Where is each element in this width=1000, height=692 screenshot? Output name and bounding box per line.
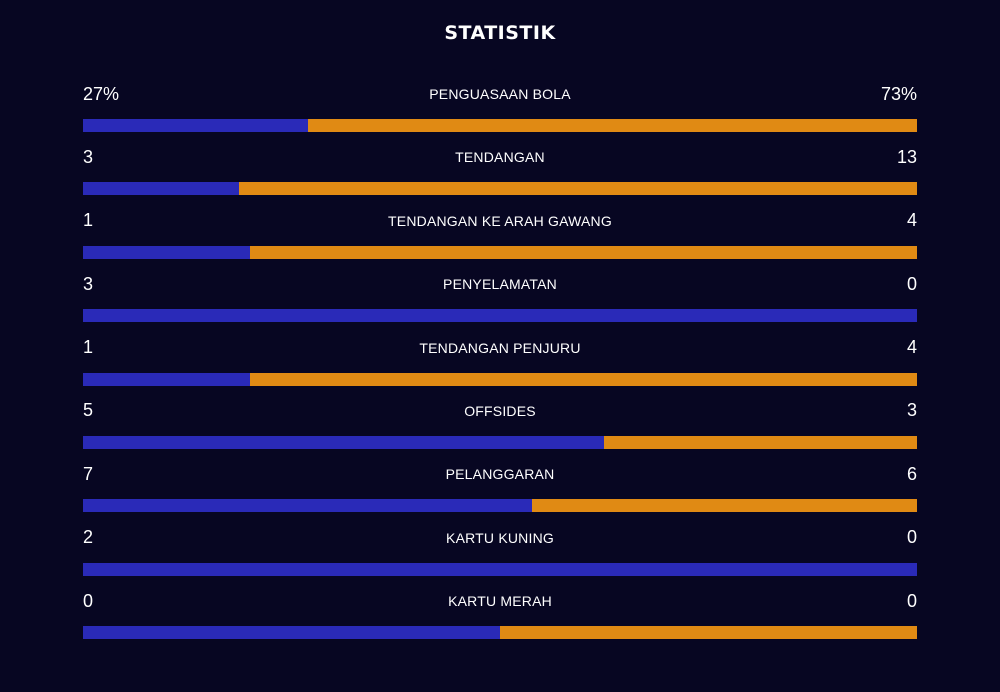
home-bar-segment <box>83 499 533 513</box>
away-value: 73% <box>880 83 917 104</box>
home-value: 0 <box>83 590 94 611</box>
away-value: 0 <box>906 590 917 611</box>
stat-label: TENDANGAN <box>455 149 545 166</box>
stat-row: 5 OFFSIDES 3 <box>83 397 917 460</box>
stat-row: 3 PENYELAMATAN 0 <box>83 270 917 333</box>
away-bar-segment <box>500 626 917 640</box>
away-bar-segment <box>532 499 917 513</box>
home-bar-segment <box>83 626 500 640</box>
home-value: 2 <box>83 527 94 548</box>
comparison-bar <box>83 499 917 513</box>
stat-label: PENYELAMATAN <box>443 276 557 293</box>
stat-header: 3 PENYELAMATAN 0 <box>83 270 917 298</box>
stat-row: 7 PELANGGARAN 6 <box>83 460 917 523</box>
statistics-list: 27% PENGUASAAN BOLA 73% 3 TENDANGAN 13 1 TENDAN… <box>83 80 917 651</box>
stat-label: PELANGGARAN <box>445 466 555 483</box>
stat-header: 7 PELANGGARAN 6 <box>83 460 917 488</box>
home-value: 7 <box>83 463 94 484</box>
stat-row: 1 TENDANGAN KE ARAH GAWANG 4 <box>83 207 917 270</box>
stat-header: 0 KARTU MERAH 0 <box>83 587 917 615</box>
home-bar-segment <box>83 562 917 576</box>
comparison-bar <box>83 372 917 386</box>
stat-row: 0 KARTU MERAH 0 <box>83 587 917 650</box>
home-bar-segment <box>83 372 250 386</box>
comparison-bar <box>83 562 917 576</box>
home-value: 5 <box>83 400 94 421</box>
home-bar-segment <box>83 182 240 196</box>
comparison-bar <box>83 626 917 640</box>
away-value: 0 <box>906 273 917 294</box>
home-bar-segment <box>83 119 309 132</box>
away-value: 3 <box>906 400 917 421</box>
home-value: 3 <box>83 273 94 294</box>
away-bar-segment <box>604 435 917 449</box>
comparison-bar <box>83 309 917 323</box>
away-value: 4 <box>906 210 917 231</box>
stat-label: TENDANGAN KE ARAH GAWANG <box>388 212 612 229</box>
home-bar-segment <box>83 309 917 323</box>
statistics-title: STATISTIK <box>444 22 556 44</box>
home-value: 1 <box>83 337 94 358</box>
comparison-bar <box>83 182 917 196</box>
comparison-bar <box>83 435 917 449</box>
stat-label: KARTU KUNING <box>446 529 554 546</box>
stat-label: OFFSIDES <box>464 402 536 419</box>
stat-header: 3 TENDANGAN 13 <box>83 143 917 171</box>
stat-label: TENDANGAN PENJURU <box>419 339 581 356</box>
stat-header: 2 KARTU KUNING 0 <box>83 524 917 552</box>
away-bar-segment <box>308 119 917 132</box>
stat-header: 27% PENGUASAAN BOLA 73% <box>83 80 917 108</box>
stat-row: 3 TENDANGAN 13 <box>83 143 917 206</box>
comparison-bar <box>83 119 917 132</box>
away-bar-segment <box>239 182 917 196</box>
stat-row: 2 KARTU KUNING 0 <box>83 524 917 587</box>
away-bar-segment <box>249 372 917 386</box>
stat-header: 1 TENDANGAN PENJURU 4 <box>83 334 917 362</box>
home-bar-segment <box>83 245 250 259</box>
stat-row: 1 TENDANGAN PENJURU 4 <box>83 334 917 397</box>
stat-header: 1 TENDANGAN KE ARAH GAWANG 4 <box>83 207 917 235</box>
stat-header: 5 OFFSIDES 3 <box>83 397 917 425</box>
stat-row: 27% PENGUASAAN BOLA 73% <box>83 80 917 143</box>
stat-label: PENGUASAAN BOLA <box>429 86 571 102</box>
away-value: 4 <box>906 337 917 358</box>
home-value: 3 <box>83 146 94 167</box>
stat-label: KARTU MERAH <box>448 593 552 610</box>
away-value: 6 <box>906 463 917 484</box>
home-value: 27% <box>83 83 120 104</box>
away-value: 13 <box>896 146 917 167</box>
comparison-bar <box>83 245 917 259</box>
away-bar-segment <box>249 245 917 259</box>
home-value: 1 <box>83 210 94 231</box>
away-value: 0 <box>906 527 917 548</box>
home-bar-segment <box>83 435 605 449</box>
